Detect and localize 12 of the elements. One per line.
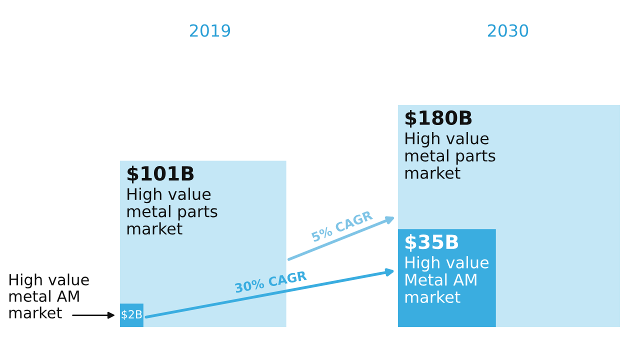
series-label: High value metal parts market [405,132,496,179]
text: 5% CAGR [311,210,374,242]
text: High value Metal AM market [405,256,489,304]
category-label: 2030 [488,24,528,37]
data-label: $180B [406,110,472,128]
data-label: $101B [128,166,194,184]
text: High value metal parts market [127,188,218,235]
text: 30% CAGR [234,270,308,294]
category-label: 2019 [190,24,230,37]
data-label: $2B [122,310,142,320]
text: High value metal AM market [9,274,89,318]
data-label: $35B [406,234,458,252]
